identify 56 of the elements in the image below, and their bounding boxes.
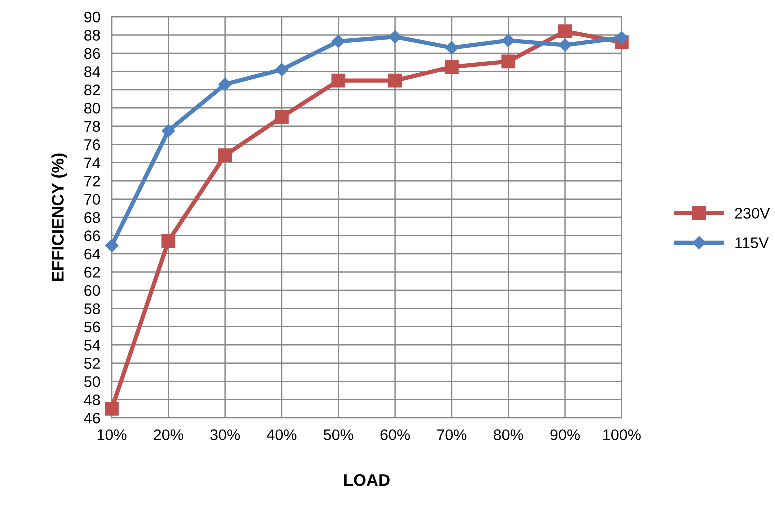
point (558, 24, 572, 39)
point (162, 124, 176, 138)
legend-label: 230V (735, 208, 770, 219)
x-tick-label: 100% (604, 430, 641, 440)
point (502, 34, 516, 48)
x-tick-label: 80% (494, 430, 524, 440)
y-tick-label: 74 (84, 158, 100, 168)
x-tick-label: 50% (324, 430, 354, 440)
x-tick-label: 70% (437, 430, 467, 440)
point (502, 54, 516, 69)
legend-label: 115V (736, 238, 770, 248)
y-tick-label: 54 (84, 340, 100, 351)
y-tick-label: 80 (84, 103, 100, 114)
x-tick-label: 10% (98, 430, 127, 440)
x-tick-label: 90% (550, 430, 580, 440)
x-axis-title: LOAD (344, 474, 390, 486)
x-tick-label: 40% (267, 430, 297, 440)
point (105, 402, 119, 416)
point (218, 148, 232, 163)
point (388, 74, 402, 88)
y-tick-label: 66 (84, 230, 100, 242)
y-tick-label: 76 (84, 140, 100, 150)
y-tick-label: 62 (84, 267, 100, 278)
x-tick-label: 60% (380, 430, 410, 440)
point (275, 63, 289, 76)
y-tick-label: 48 (84, 394, 100, 406)
point (558, 38, 572, 52)
y-tick-label: 52 (84, 358, 100, 370)
y-tick-label: 50 (84, 376, 100, 388)
point (332, 35, 346, 48)
point (332, 74, 346, 88)
point (615, 31, 629, 45)
y-tick-label: 90 (84, 12, 100, 23)
y-tick-label: 82 (84, 84, 100, 96)
y-tick-label: 84 (84, 66, 100, 78)
y-axis-title: EFFICIENCY (%) (52, 154, 68, 282)
y-tick-label: 68 (84, 212, 100, 224)
point (218, 78, 232, 92)
point (388, 30, 402, 44)
point (162, 234, 176, 248)
y-tick-label: 72 (84, 176, 100, 187)
x-tick-label: 30% (210, 430, 240, 440)
y-tick-label: 46 (84, 412, 100, 424)
y-tick-label: 56 (84, 322, 100, 333)
y-tick-label: 64 (84, 248, 100, 260)
point (445, 41, 459, 55)
y-tick-label: 60 (84, 285, 100, 296)
y-tick-label: 70 (84, 194, 100, 206)
y-tick-label: 88 (84, 30, 100, 41)
y-tick-label: 78 (84, 121, 100, 132)
point (275, 110, 289, 124)
x-tick-label: 20% (154, 430, 184, 440)
y-tick-label: 86 (84, 48, 100, 60)
y-tick-label: 58 (84, 304, 100, 314)
point (445, 60, 459, 74)
point (105, 239, 119, 252)
